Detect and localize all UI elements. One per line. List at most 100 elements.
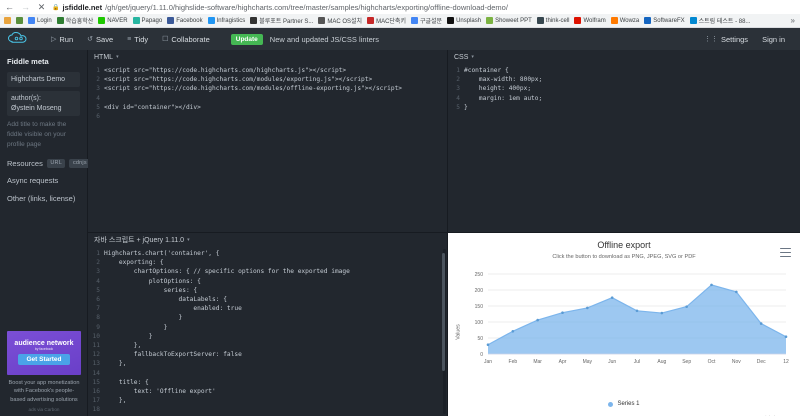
chevron-down-icon[interactable]: ▾: [471, 54, 474, 60]
code-line[interactable]: <script src="https://code.highcharts.com…: [104, 76, 373, 84]
bookmark-item[interactable]: Showeet PPT: [485, 17, 533, 24]
code-line[interactable]: [104, 94, 447, 103]
bookmarks-bar[interactable]: Login 학습흥학산 NAVER Papago Facebook Infragistic…: [0, 14, 800, 28]
bookmark-item[interactable]: Unsplash: [446, 17, 482, 24]
html-panel-header[interactable]: HTML ▾: [88, 50, 447, 64]
data-point[interactable]: [536, 318, 539, 322]
bookmark-item[interactable]: 구글설문: [410, 16, 443, 25]
code-line[interactable]: [104, 369, 447, 378]
data-point[interactable]: [735, 290, 738, 294]
js-code[interactable]: Highcharts.chart('container', { exportin…: [104, 249, 447, 416]
css-panel-header[interactable]: CSS ▾: [448, 50, 800, 64]
code-line[interactable]: }: [104, 332, 153, 340]
code-line[interactable]: title: {: [104, 378, 149, 386]
code-line[interactable]: text: 'Offline export': [104, 388, 216, 396]
code-line[interactable]: },: [104, 342, 142, 350]
data-point[interactable]: [710, 283, 713, 287]
bookmark-item[interactable]: Wowza: [610, 17, 641, 24]
code-line[interactable]: }: [104, 314, 183, 322]
code-line[interactable]: }: [464, 103, 468, 111]
bookmark-item[interactable]: Infragistics: [207, 17, 247, 24]
fiddle-authors-field[interactable]: author(s): Øystein Moseng: [7, 91, 80, 117]
code-line[interactable]: enabled: true: [104, 305, 242, 313]
tidy-button[interactable]: ≡ Tidy: [120, 35, 155, 44]
data-point[interactable]: [685, 305, 688, 308]
bookmark-item[interactable]: Login: [27, 17, 53, 24]
update-badge[interactable]: Update: [230, 33, 263, 45]
ad-cta-button[interactable]: Get Started: [18, 354, 70, 366]
data-point[interactable]: [759, 322, 763, 325]
carbon-ad[interactable]: audience network by facebook Get Started…: [7, 330, 81, 412]
code-line[interactable]: max-width: 800px;: [464, 76, 543, 84]
bookmark-item[interactable]: Papago: [132, 17, 164, 24]
html-code[interactable]: <script src="https://code.highcharts.com…: [104, 66, 447, 121]
bookmark-item[interactable]: MAC단축키: [366, 16, 407, 25]
settings-button[interactable]: ⋮⋮ Settings: [697, 35, 755, 44]
code-line[interactable]: fallbackToExportServer: false: [104, 351, 242, 359]
data-point[interactable]: [660, 311, 664, 315]
bookmark-item[interactable]: Wolfram: [573, 17, 606, 24]
chevron-down-icon[interactable]: ▾: [116, 54, 119, 60]
bookmark-item[interactable]: Facebook: [166, 17, 203, 24]
chevron-down-icon[interactable]: ▾: [187, 237, 190, 243]
code-line[interactable]: }: [104, 323, 168, 331]
code-line[interactable]: series: {: [104, 286, 198, 294]
bookmark-item[interactable]: 블루포트 Partner S...: [249, 16, 314, 25]
css-code[interactable]: #container { max-width: 800px; height: 4…: [464, 66, 800, 112]
data-point[interactable]: [511, 329, 515, 333]
js-scrollbar-thumb[interactable]: [442, 253, 445, 371]
bookmark-item[interactable]: NAVER: [97, 17, 128, 24]
code-line[interactable]: },: [104, 360, 127, 368]
code-line[interactable]: <script src="https://code.highcharts.com…: [104, 85, 403, 93]
data-point[interactable]: [586, 306, 589, 310]
code-line[interactable]: [104, 405, 447, 414]
back-icon[interactable]: ←: [5, 1, 14, 12]
chart-legend[interactable]: Series 1: [448, 401, 800, 407]
code-line[interactable]: [104, 112, 447, 121]
code-line[interactable]: },: [104, 397, 127, 405]
legend-label[interactable]: Series 1: [617, 401, 640, 407]
chip-cdnjs[interactable]: cdnjs: [69, 158, 91, 168]
chip-url[interactable]: URL: [46, 158, 66, 168]
bookmark-item[interactable]: 스트림 테스트 - 88...: [689, 16, 752, 25]
ad-image[interactable]: audience network by facebook Get Started: [7, 330, 81, 375]
bookmark-item[interactable]: [3, 17, 12, 24]
save-button[interactable]: ↺ Save: [80, 35, 120, 44]
code-line[interactable]: Highcharts.chart('container', {: [104, 250, 220, 257]
collaborate-button[interactable]: ☐ Collaborate: [155, 35, 217, 44]
js-scrollbar-track[interactable]: [442, 249, 446, 414]
fiddle-title-input[interactable]: Highcharts Demo: [7, 72, 80, 88]
js-code-area[interactable]: 123456789101112131415161718192021222324 …: [88, 247, 447, 416]
forward-icon[interactable]: →: [21, 1, 30, 12]
code-line[interactable]: <div id="container"></div>: [104, 103, 201, 111]
code-line[interactable]: plotOptions: {: [104, 277, 201, 285]
bookmarks-overflow-icon[interactable]: »: [790, 16, 795, 25]
address-bar[interactable]: 🔒 jsfiddle.net/gh/get/jquery/1.11.0/high…: [52, 2, 796, 13]
signin-button[interactable]: Sign in: [755, 35, 792, 44]
code-line[interactable]: #container {: [464, 67, 509, 74]
bookmark-item[interactable]: MAC OS설치: [317, 16, 363, 25]
data-point[interactable]: [486, 343, 490, 347]
sidebar-item-other[interactable]: Other (links, license): [7, 193, 76, 203]
code-line[interactable]: exporting: {: [104, 259, 164, 267]
hamburger-menu-icon[interactable]: [780, 248, 791, 257]
code-line[interactable]: chartOptions: { // specific options for …: [104, 268, 350, 276]
code-line[interactable]: height: 400px;: [464, 85, 532, 93]
bookmark-item[interactable]: SoftwareFX: [643, 17, 685, 24]
bookmark-item[interactable]: think-cell: [536, 17, 571, 24]
highcharts-container[interactable]: Offline export Click the button to downl…: [448, 240, 800, 416]
data-point[interactable]: [635, 309, 639, 313]
js-panel-header[interactable]: 자바 스크립트 + jQuery 1.11.0 ▾: [88, 233, 447, 247]
bookmark-item[interactable]: [15, 17, 24, 24]
code-line[interactable]: <script src="https://code.highcharts.com…: [104, 67, 347, 74]
resources-row[interactable]: Resources URL cdnjs: [7, 158, 91, 168]
bookmark-item[interactable]: 학습흥학산: [56, 16, 95, 25]
data-point[interactable]: [784, 335, 788, 339]
jsfiddle-logo-icon[interactable]: [8, 32, 34, 46]
code-line[interactable]: margin: 1em auto;: [464, 94, 543, 102]
stop-icon[interactable]: ✕: [37, 1, 46, 12]
sidebar-item-async-requests[interactable]: Async requests: [7, 175, 59, 185]
run-button[interactable]: ▷ Run: [44, 35, 80, 44]
